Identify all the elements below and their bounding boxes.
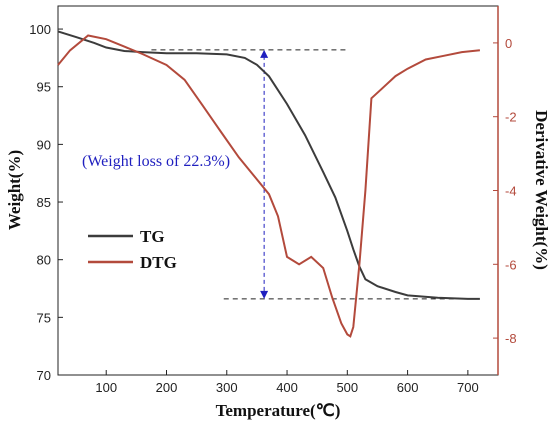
x-tick-label: 100 bbox=[95, 380, 117, 395]
y-right-axis-title: Derivative Weight(%) bbox=[532, 110, 550, 270]
y-left-tick-label: 95 bbox=[37, 80, 51, 95]
x-axis-ticks: 100 200 300 400 500 600 700 bbox=[95, 370, 479, 395]
y-left-tick-label: 85 bbox=[37, 195, 51, 210]
y-right-tick-label: -6 bbox=[505, 257, 517, 272]
legend: TG DTG bbox=[88, 227, 177, 272]
x-tick-label: 500 bbox=[336, 380, 358, 395]
y-left-tick-label: 75 bbox=[37, 310, 51, 325]
legend-dtg-label: DTG bbox=[140, 253, 177, 272]
weight-loss-arrow-head-down bbox=[260, 290, 269, 299]
y-left-tick-label: 90 bbox=[37, 137, 51, 152]
x-tick-label: 300 bbox=[216, 380, 238, 395]
y-left-axis-ticks: 70 75 80 85 90 95 100 bbox=[29, 22, 63, 383]
y-left-tick-label: 80 bbox=[37, 253, 51, 268]
reference-lines bbox=[151, 49, 468, 300]
weight-loss-annotation: (Weight loss of 22.3%) bbox=[82, 153, 230, 170]
legend-tg-label: TG bbox=[140, 227, 165, 246]
y-right-axis-ticks: 0 -2 -4 -6 -8 bbox=[493, 36, 517, 346]
x-tick-label: 700 bbox=[457, 380, 479, 395]
y-right-tick-label: -2 bbox=[505, 110, 517, 125]
y-right-tick-label: -4 bbox=[505, 184, 517, 199]
plot-frame bbox=[57, 5, 499, 376]
x-tick-label: 600 bbox=[397, 380, 419, 395]
weight-loss-arrow-head-up bbox=[260, 49, 269, 58]
y-left-tick-label: 70 bbox=[37, 368, 51, 383]
x-tick-label: 200 bbox=[156, 380, 178, 395]
y-right-tick-label: -8 bbox=[505, 331, 517, 346]
dtg-series-line bbox=[57, 34, 480, 338]
x-axis-title: Temperature(℃) bbox=[216, 401, 341, 420]
x-tick-label: 400 bbox=[276, 380, 298, 395]
y-left-tick-label: 100 bbox=[29, 22, 51, 37]
tg-series-line bbox=[57, 30, 480, 300]
y-left-axis-title: Weight(%) bbox=[5, 150, 24, 230]
y-right-tick-label: 0 bbox=[505, 36, 512, 51]
